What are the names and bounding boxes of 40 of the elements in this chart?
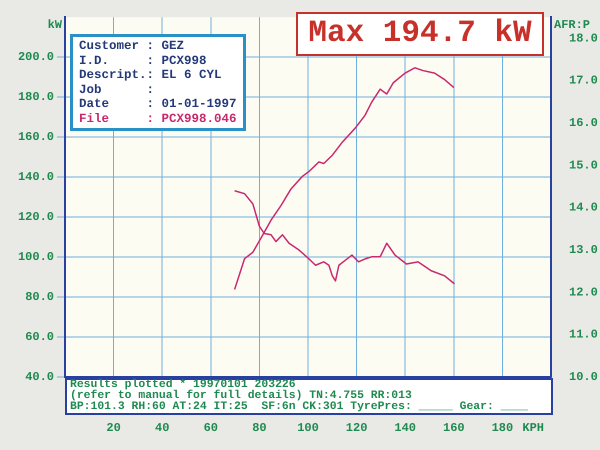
text: BP:101.3 RH:60 AT:24 IT:25 SF:6n CK:301 TyrePres: _____ Gear: ____	[70, 401, 529, 413]
y-axis-title: kW	[48, 18, 63, 32]
x-tick-label: 100	[297, 421, 319, 436]
y2-axis-title: AFR:P	[554, 18, 590, 32]
x-tick-label: 40	[154, 421, 170, 436]
text: (refer to manual for full details) TN:4.755 RR:013	[70, 390, 413, 402]
x-tick-label: 160	[442, 421, 465, 436]
x-tick-label: 60	[204, 421, 218, 436]
x-tick-label: 80	[252, 421, 267, 436]
annotation: Customer : GEZ	[79, 39, 186, 54]
y-tick-label: 140.0	[18, 170, 54, 184]
annotation: Max 194.7 kW	[298, 14, 542, 54]
y-tick-label: 120.0	[18, 210, 54, 224]
x-tick-label: 140	[394, 421, 416, 436]
y2-tick-label: 12.0	[569, 285, 598, 300]
y-tick-label: 100.0	[18, 250, 54, 264]
y-tick-label: 200.0	[18, 50, 54, 64]
y2-tick-label: 10.0	[569, 370, 598, 384]
x-axis-title: KPH	[522, 421, 544, 436]
y-tick-label: 40.0	[25, 370, 54, 384]
y2-tick-label: 18.0	[569, 31, 598, 46]
y2-tick-label: 15.0	[569, 158, 598, 172]
x-tick-label: 180	[492, 421, 514, 436]
annotation: Date : 01-01-1997	[79, 97, 237, 112]
y-tick-label: 160.0	[18, 130, 54, 144]
y2-tick-label: 14.0	[569, 200, 598, 215]
text: Results plotted * 19970101 203226	[70, 379, 296, 391]
y-tick-label: 80.0	[25, 290, 54, 304]
y2-tick-label: 13.0	[569, 243, 598, 258]
y2-tick-label: 17.0	[569, 74, 598, 88]
annotation: File : PCX998.046	[79, 112, 237, 126]
y2-tick-label: 16.0	[569, 116, 598, 130]
y-tick-label: 60.0	[25, 330, 54, 344]
annotation: Descript.: EL 6 CYL	[79, 68, 223, 82]
x-tick-label: 120	[346, 421, 368, 436]
x-tick-label: 20	[106, 421, 121, 436]
annotation: Job :	[79, 82, 156, 97]
y2-tick-label: 11.0	[569, 328, 598, 342]
annotation: I.D. : PCX998	[79, 54, 208, 68]
y-tick-label: 180.0	[18, 90, 54, 104]
